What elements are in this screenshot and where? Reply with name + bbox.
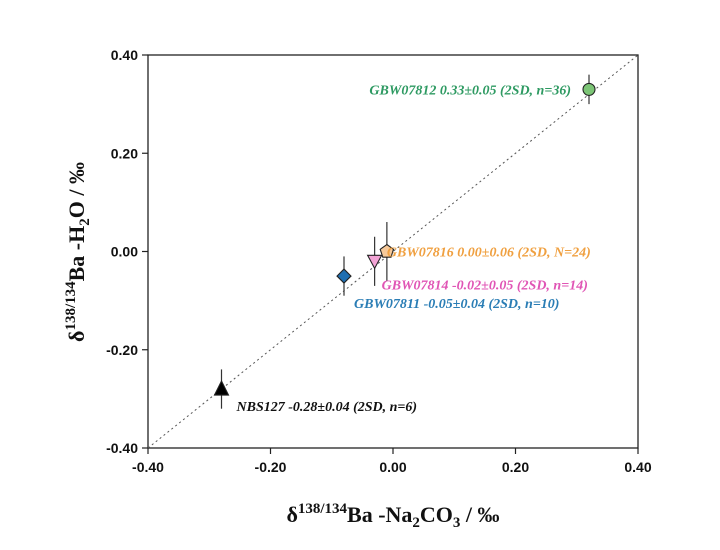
x-tick-label: 0.00 xyxy=(379,459,406,475)
x-tick-label: -0.20 xyxy=(255,459,287,475)
axis-ticks: -0.40 -0.20 0.00 0.20 0.40 -0.40 -0.20 0.00 0.20… xyxy=(106,47,652,475)
x-tick-label: -0.40 xyxy=(132,459,164,475)
point-annotation: GBW07812 0.33±0.05 (2SD, n=36) xyxy=(369,83,571,98)
point-annotation: GBW07816 0.00±0.06 (2SD, N=24) xyxy=(387,246,591,261)
y-axis-title: δ138/134Ba -H2O / ‰ xyxy=(63,162,93,342)
point-annotation: NBS127 -0.28±0.04 (2SD, n=6) xyxy=(236,400,418,415)
y-tick-label: 0.00 xyxy=(111,244,138,260)
y-tick-label: 0.20 xyxy=(111,145,138,161)
point-annotation: GBW07814 -0.02±0.05 (2SD, n=14) xyxy=(382,278,588,293)
y-tick-label: -0.20 xyxy=(106,342,138,358)
pentagon-marker xyxy=(379,243,395,258)
data-points: GBW07812 0.33±0.05 (2SD, n=36) GBW07816 0… xyxy=(213,74,596,415)
y-tick-label: -0.40 xyxy=(106,440,138,456)
diamond-marker xyxy=(336,268,352,284)
triangle-up-marker xyxy=(213,379,230,396)
data-point: GBW07811 -0.05±0.04 (2SD, n=10) xyxy=(336,256,559,312)
point-annotation: GBW07811 -0.05±0.04 (2SD, n=10) xyxy=(354,297,559,312)
data-point: GBW07814 -0.02±0.05 (2SD, n=14) xyxy=(366,236,588,293)
circle-marker xyxy=(582,82,596,96)
data-point: GBW07812 0.33±0.05 (2SD, n=36) xyxy=(369,74,596,105)
data-point: GBW07816 0.00±0.06 (2SD, N=24) xyxy=(379,222,591,281)
data-point: NBS127 -0.28±0.04 (2SD, n=6) xyxy=(213,369,418,415)
y-tick-label: 0.40 xyxy=(111,47,138,63)
x-tick-label: 0.20 xyxy=(502,459,529,475)
triangle-down-marker xyxy=(366,254,383,270)
x-tick-label: 0.40 xyxy=(624,459,651,475)
x-axis-title: δ138/134Ba -Na2CO3 / ‰ xyxy=(286,501,499,531)
